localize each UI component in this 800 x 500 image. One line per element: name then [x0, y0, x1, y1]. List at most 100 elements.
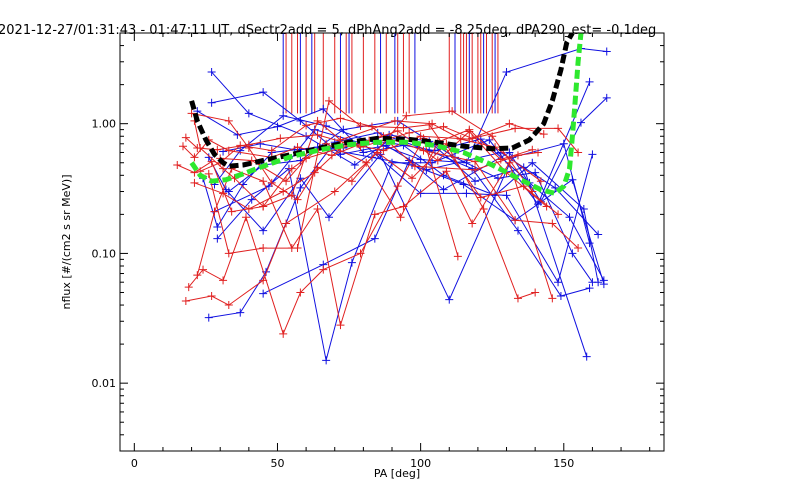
series-point-red: [347, 177, 356, 186]
series-point-red: [190, 153, 199, 162]
series-point-blue: [350, 161, 359, 170]
series-point-blue: [213, 222, 222, 231]
series-point-red: [471, 165, 480, 174]
series-point-red: [476, 193, 485, 202]
series-point-red: [193, 271, 202, 280]
series-point-blue: [519, 163, 528, 172]
fit-curve-black: [189, 33, 575, 169]
series-point-blue: [213, 234, 222, 243]
series-point-red: [410, 162, 419, 171]
series-point-red: [293, 195, 302, 204]
series-point-blue: [565, 213, 574, 222]
series-point-red: [287, 164, 296, 173]
series-point-blue: [585, 239, 594, 248]
series-point-red: [244, 143, 253, 152]
series-point-blue: [505, 148, 514, 157]
series-point-red: [379, 146, 388, 155]
series-point-red: [488, 132, 497, 141]
series-point-red: [539, 130, 548, 139]
series-point-blue: [594, 230, 603, 239]
series-point-red: [219, 276, 228, 285]
series-point-red: [279, 329, 288, 338]
series-point-red: [554, 210, 563, 219]
series-point-blue: [554, 278, 563, 287]
x-tick-label: 50: [270, 457, 284, 470]
x-axis-title: PA [deg]: [374, 467, 420, 480]
series-point-red: [236, 141, 245, 150]
series-line-red-16: [185, 142, 536, 306]
series-point-blue: [471, 177, 480, 186]
series-point-red: [293, 143, 302, 152]
series-point-blue: [582, 352, 591, 361]
series-point-red: [213, 145, 222, 154]
series-point-blue: [502, 68, 511, 77]
series-point-red: [224, 249, 233, 258]
series-point-blue: [585, 77, 594, 86]
y-axis-title: nflux [#/(cm2 s sr MeV)]: [60, 175, 73, 310]
series-point-red: [370, 210, 379, 219]
series-point-red: [282, 177, 291, 186]
series-point-blue: [207, 68, 216, 77]
x-tick-label: 0: [131, 457, 138, 470]
series-point-blue: [339, 125, 348, 134]
series-point-red: [393, 182, 402, 191]
series-point-red: [465, 125, 474, 134]
series-point-blue: [459, 180, 468, 189]
series-point-red: [496, 155, 505, 164]
series-point-blue: [279, 111, 288, 120]
chart-title: 2021-12-27/01:31:43 - 01:47:11 UT, dSect…: [0, 23, 656, 38]
series-point-red: [207, 291, 216, 300]
series-point-red: [511, 216, 520, 225]
series-point-blue: [319, 104, 328, 113]
series-point-red: [439, 122, 448, 131]
series-point-red: [325, 96, 334, 105]
series-point-blue: [602, 47, 611, 56]
series-point-red: [336, 321, 345, 330]
series-point-blue: [236, 308, 245, 317]
series-point-blue: [551, 183, 560, 192]
series-point-red: [219, 189, 228, 198]
series-point-red: [259, 244, 268, 253]
series-point-red: [302, 154, 311, 163]
series-point-red: [259, 202, 268, 211]
series-point-blue: [416, 155, 425, 164]
series-point-blue: [204, 153, 213, 162]
series-point-red: [416, 132, 425, 141]
series-point-red: [247, 156, 256, 165]
series-point-red: [399, 202, 408, 211]
series-point-blue: [531, 168, 540, 177]
series-point-red: [448, 107, 457, 116]
series-point-red: [181, 296, 190, 305]
series-point-blue: [259, 226, 268, 235]
series-point-red: [356, 121, 365, 130]
series-point-blue: [602, 93, 611, 102]
series-point-red: [574, 244, 583, 253]
series-point-blue: [256, 139, 265, 148]
series-point-red: [313, 116, 322, 125]
series-point-red: [187, 109, 196, 118]
x-tick-label: 150: [553, 457, 574, 470]
series-point-red: [219, 164, 228, 173]
series-point-red: [241, 213, 250, 222]
series-point-red: [267, 178, 276, 187]
series-point-red: [528, 145, 537, 154]
series-point-blue: [273, 122, 282, 131]
series-point-red: [190, 178, 199, 187]
series-point-red: [534, 148, 543, 157]
series-point-red: [393, 126, 402, 135]
series-point-red: [419, 146, 428, 155]
series-point-red: [259, 177, 268, 186]
series-point-red: [244, 204, 253, 213]
y-tick-label: 1.00: [92, 118, 117, 131]
series-point-red: [433, 156, 442, 165]
series-point-red: [336, 114, 345, 123]
series-point-blue: [502, 191, 511, 200]
sector-lines: [282, 33, 499, 114]
series-point-red: [548, 219, 557, 228]
series-point-red: [408, 174, 417, 183]
series-point-blue: [576, 118, 585, 127]
series-point-red: [536, 177, 545, 186]
axes: 0 50 100 150 0.01 0.10 1.00: [92, 33, 664, 470]
series-point-red: [531, 288, 540, 297]
